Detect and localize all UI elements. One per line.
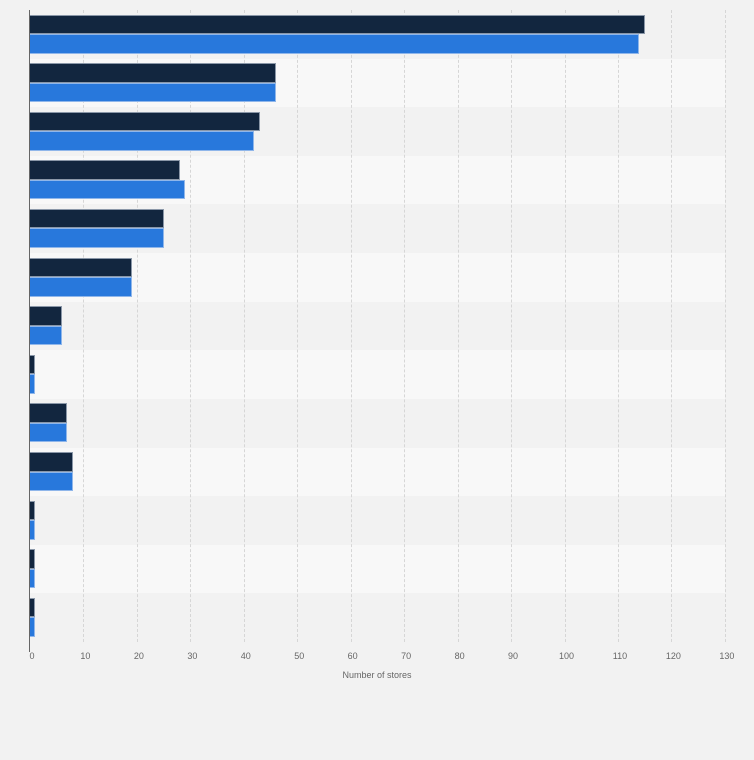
gridline (724, 10, 726, 642)
x-tick-label: 120 (665, 651, 681, 661)
bar-series-2[interactable] (30, 471, 73, 492)
x-tick-label: 70 (401, 651, 412, 661)
bar-series-2[interactable] (30, 325, 63, 346)
bar-series-1[interactable] (30, 452, 73, 472)
bar-series-1[interactable] (30, 354, 36, 375)
bar-series-1[interactable] (30, 549, 36, 569)
gridline (404, 10, 406, 642)
bar-series-1[interactable] (30, 500, 36, 521)
gridline (564, 10, 566, 642)
row-band (30, 350, 725, 399)
row-band (30, 544, 725, 594)
gridline (457, 10, 459, 642)
gridline (243, 10, 245, 642)
row-band (30, 447, 725, 497)
bar-series-1[interactable] (30, 160, 180, 180)
x-axis-label: Number of stores (342, 670, 412, 680)
bar-series-2[interactable] (30, 374, 36, 394)
bar-series-1[interactable] (30, 63, 276, 83)
x-tick-label: 110 (612, 651, 628, 661)
bar-series-2[interactable] (30, 520, 36, 540)
bar-series-2[interactable] (30, 617, 36, 637)
x-tick-label: 30 (187, 651, 198, 661)
x-tick-label: 80 (454, 651, 465, 661)
bar-series-2[interactable] (30, 422, 68, 443)
bar-series-2[interactable] (30, 34, 640, 54)
gridline (617, 10, 619, 642)
gridline (350, 10, 352, 642)
bar-series-1[interactable] (30, 306, 63, 326)
x-tick-label: 0 (29, 651, 35, 661)
row-band (30, 593, 725, 642)
y-axis-line (29, 10, 30, 652)
gridline (190, 10, 192, 642)
bar-series-1[interactable] (30, 111, 260, 132)
x-tick-label: 50 (294, 651, 305, 661)
gridline (671, 10, 673, 642)
bar-series-1[interactable] (30, 257, 132, 278)
bar-series-2[interactable] (30, 179, 185, 200)
bar-series-2[interactable] (30, 568, 36, 589)
x-tick-label: 100 (558, 651, 575, 661)
row-band (30, 496, 725, 545)
x-tick-label: 40 (240, 651, 251, 661)
bar-series-1[interactable] (30, 403, 68, 423)
bar-series-1[interactable] (30, 597, 36, 618)
bar-series-1[interactable] (30, 14, 645, 34)
x-tick-label: 20 (133, 651, 144, 661)
x-tick-label: 60 (347, 651, 358, 661)
bar-series-2[interactable] (30, 131, 255, 151)
row-band (30, 398, 725, 448)
gridline (83, 10, 85, 642)
x-tick-label: 130 (719, 651, 735, 661)
gridline (297, 10, 299, 642)
gridline (136, 10, 138, 642)
row-band (30, 253, 725, 302)
x-tick-label: 10 (80, 651, 91, 661)
bar-series-2[interactable] (30, 277, 132, 297)
bar-series-1[interactable] (30, 208, 164, 229)
row-band (30, 301, 725, 351)
bar-series-2[interactable] (30, 228, 164, 248)
x-tick-label: 90 (508, 651, 519, 661)
gridline (511, 10, 513, 642)
bar-series-2[interactable] (30, 82, 276, 103)
